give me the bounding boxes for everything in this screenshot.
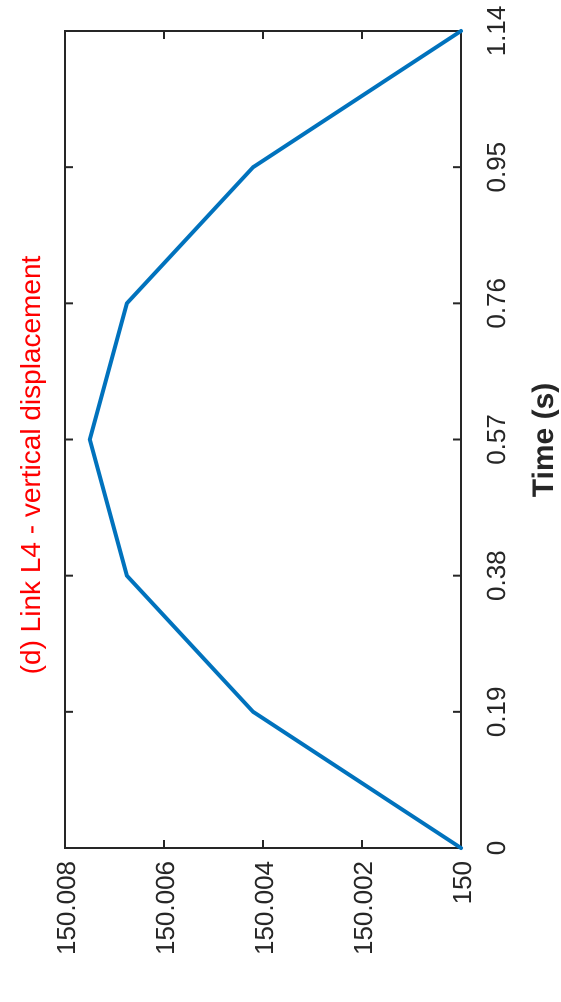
x-tick-label: 0.38	[481, 550, 511, 601]
y-tick-label: 150.004	[249, 861, 279, 955]
chart-title: (d) Link L4 - vertical displacement	[15, 255, 46, 674]
x-tick-label: 0.57	[481, 414, 511, 465]
x-tick-label: 0.76	[481, 278, 511, 329]
y-tick-label: 150.002	[348, 861, 378, 955]
plot-area: 0 0.19 0.38 0.57 0.76 0.95 1.14 150 150.002 150.0…	[51, 6, 511, 955]
x-tick-label: 0.19	[481, 687, 511, 738]
x-tick-label: 0.95	[481, 142, 511, 193]
y-tick-label: 150.006	[150, 861, 180, 955]
x-tick-label: 0	[481, 841, 511, 855]
x-axis-label: Time (s)	[527, 383, 560, 497]
y-tick-label: 150.008	[51, 861, 81, 955]
x-tick-label: 1.14	[481, 6, 511, 57]
plot-background	[65, 31, 461, 848]
y-tick-label: 150	[447, 861, 477, 904]
